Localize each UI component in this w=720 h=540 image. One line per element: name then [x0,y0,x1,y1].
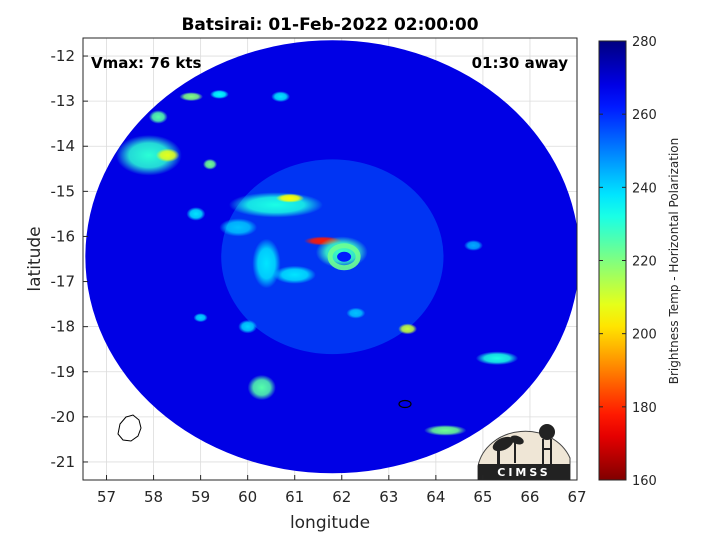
small-island-outline [398,399,412,409]
x-tick-label: 66 [520,488,539,506]
x-axis-title: longitude [290,513,370,533]
heatmap-cell [475,351,519,365]
vmax-label: Vmax: 76 kts [91,54,201,72]
eyewall-ring [327,243,361,271]
colorbar-tick-label: 180 [632,401,657,416]
heatmap-cell [346,307,366,319]
plot-frame [82,37,578,481]
y-tick-label: -20 [51,408,76,426]
heatmap-cell [155,148,180,163]
heatmap-cell [252,238,281,289]
y-tick-label: -12 [51,47,76,65]
y-tick-label: -17 [51,273,76,291]
y-tick-label: -16 [51,227,76,245]
heatmap-cell [115,134,182,176]
colorbar-tick-label: 260 [632,108,657,123]
colorbar-bar [598,40,627,481]
colorbar-tick-label: 280 [632,35,657,50]
logo-text: CIMSS [497,466,550,479]
x-tick-label: 60 [238,488,257,506]
heatmap-cell [271,91,291,103]
island-outline [117,414,142,442]
feature-layer [115,89,519,436]
x-tick-label: 61 [285,488,304,506]
x-tick-label: 58 [144,488,163,506]
heatmap-cell [202,158,218,170]
colorbar: 160 180 200 220 240 260 280 Brightness Temp - … [598,35,681,489]
heatmap-cell [193,313,208,323]
colorbar-tick-label: 240 [632,181,657,196]
heatmap-cell [238,319,258,334]
heatmap-cell [148,110,168,124]
y-tick-label: -18 [51,318,76,336]
y-tick-label: -14 [51,137,76,155]
y-tick-label: -13 [51,92,76,110]
colorbar-tick-label: 200 [632,328,657,343]
colorbar-tick-label: 160 [632,474,657,489]
y-axis-title: latitude [25,226,45,291]
colorbar-title: Brightness Temp - Horizontal Polarizatio… [667,138,681,385]
heatmap-cell [179,92,203,102]
heatmap-cell [186,207,206,221]
heatmap-cell [210,89,229,99]
colorbar-ticks: 160 180 200 220 240 260 280 [599,35,657,489]
heatmap-cell [275,193,305,203]
chart-title: Batsirai: 01-Feb-2022 02:00:00 [181,15,478,35]
heatmap-cell [219,218,258,237]
time-offset-label: 01:30 away [472,54,569,72]
x-axis: 57 58 59 60 61 62 63 64 65 66 67 [97,475,587,506]
heatmap-cell [247,374,276,401]
x-tick-label: 57 [97,488,116,506]
eye-center [337,251,352,262]
y-axis: -12 -13 -14 -15 -16 -17 -18 -19 -20 -21 [51,47,88,471]
x-tick-label: 63 [379,488,398,506]
heatmap-cell [424,424,467,436]
cimss-logo: CIMSS [477,424,571,481]
heatmap-cell [228,192,323,218]
y-tick-label: -21 [51,453,76,471]
heatmap-cell [273,265,316,284]
heatmap-cell [464,240,483,251]
x-tick-label: 67 [567,488,586,506]
heatmap-cell [398,323,418,335]
x-tick-label: 62 [332,488,351,506]
x-tick-label: 59 [191,488,210,506]
x-tick-label: 64 [426,488,445,506]
plot-area: Vmax: 76 kts 01:30 away CIMSS 57 58 59 60 61… [51,37,587,506]
y-tick-label: -15 [51,182,76,200]
y-tick-label: -19 [51,363,76,381]
x-tick-label: 65 [473,488,492,506]
colorbar-tick-label: 220 [632,255,657,270]
